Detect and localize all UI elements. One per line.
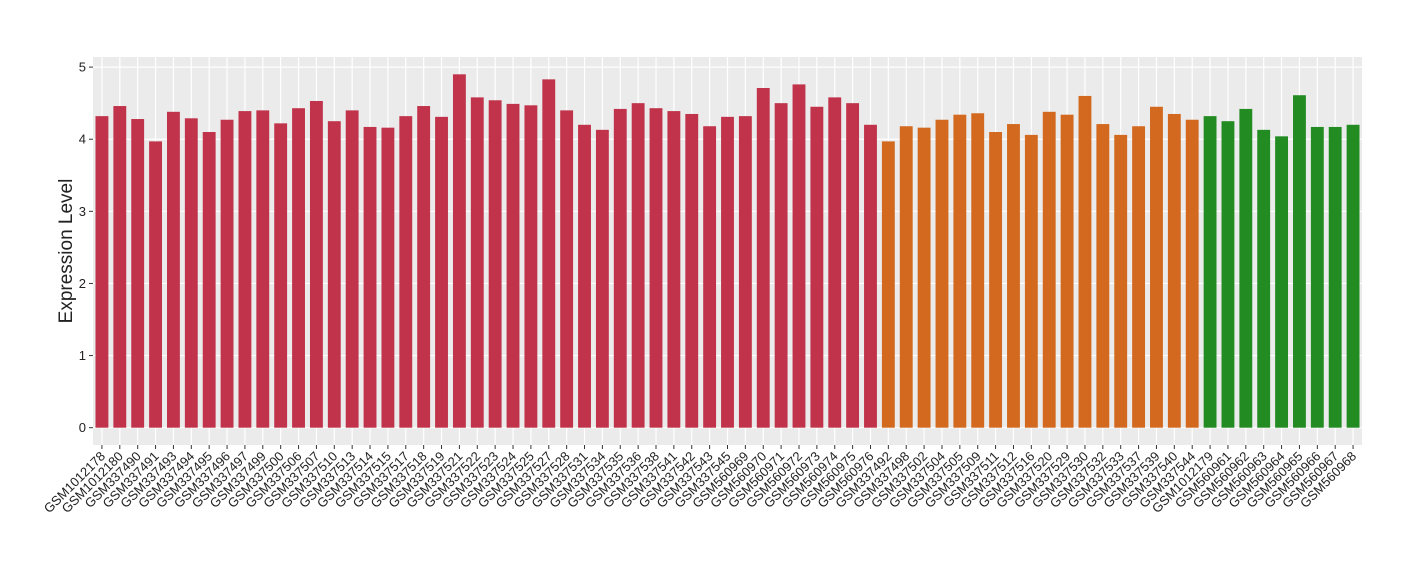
bar <box>399 116 413 428</box>
bar <box>685 113 699 428</box>
bar <box>488 100 502 428</box>
bar <box>1167 113 1181 428</box>
bar <box>95 116 109 428</box>
y-axis-title: Expression Level <box>56 179 77 324</box>
bar <box>667 111 681 428</box>
bar <box>417 106 431 428</box>
bar <box>1185 119 1199 428</box>
bar <box>971 113 985 428</box>
bar <box>792 84 806 428</box>
bar <box>274 123 288 428</box>
bar <box>935 119 949 428</box>
bar <box>220 119 234 428</box>
bar <box>899 126 913 428</box>
bar <box>184 118 198 428</box>
bar <box>1275 136 1289 428</box>
y-tick-label: 3 <box>79 204 86 219</box>
bar <box>256 110 270 428</box>
bar <box>953 114 967 428</box>
bar <box>1078 95 1092 428</box>
bar <box>846 103 860 428</box>
bar <box>774 103 788 428</box>
bar <box>166 111 180 428</box>
bar <box>149 141 162 428</box>
bar <box>721 116 734 428</box>
y-tick-label: 5 <box>79 60 86 75</box>
bar <box>238 111 252 428</box>
bar <box>810 106 824 428</box>
bar <box>1150 106 1163 428</box>
bar <box>202 132 216 428</box>
bar <box>345 110 359 428</box>
bar <box>703 126 717 428</box>
bar <box>1310 126 1324 428</box>
y-tick-label: 4 <box>79 132 86 147</box>
bar <box>560 110 574 428</box>
bar <box>613 108 627 428</box>
bar <box>578 124 591 428</box>
bar <box>1114 134 1128 428</box>
bar <box>881 141 895 428</box>
bar <box>1257 129 1271 428</box>
bar <box>1346 124 1360 428</box>
bar <box>363 126 377 428</box>
bar <box>1239 108 1253 428</box>
bar <box>1024 134 1038 428</box>
bar <box>524 105 538 428</box>
bar <box>917 127 931 428</box>
bar <box>542 79 556 428</box>
y-tick-label: 1 <box>79 348 86 363</box>
bar <box>327 121 341 428</box>
bar <box>649 108 663 428</box>
bar <box>506 103 520 428</box>
bar <box>292 108 305 428</box>
bar <box>1007 124 1020 428</box>
bar <box>470 97 484 428</box>
bar <box>435 116 448 428</box>
bar <box>381 127 395 428</box>
bar <box>113 106 127 428</box>
bar <box>1221 121 1235 428</box>
bar <box>631 103 645 428</box>
bar <box>989 132 1003 428</box>
bar <box>1042 111 1056 428</box>
bar <box>309 100 323 428</box>
bar <box>828 97 842 428</box>
y-tick-label: 2 <box>79 276 86 291</box>
bar <box>595 129 609 428</box>
bar <box>1203 116 1217 428</box>
bar <box>864 124 877 428</box>
bar <box>131 119 145 428</box>
bar <box>1293 95 1306 428</box>
bar <box>452 74 466 428</box>
bar <box>1132 126 1146 428</box>
bar <box>1328 126 1342 428</box>
bar <box>1096 124 1110 428</box>
bar <box>1060 114 1074 428</box>
bar <box>738 116 752 428</box>
y-tick-label: 0 <box>79 420 86 435</box>
bar <box>756 88 770 428</box>
